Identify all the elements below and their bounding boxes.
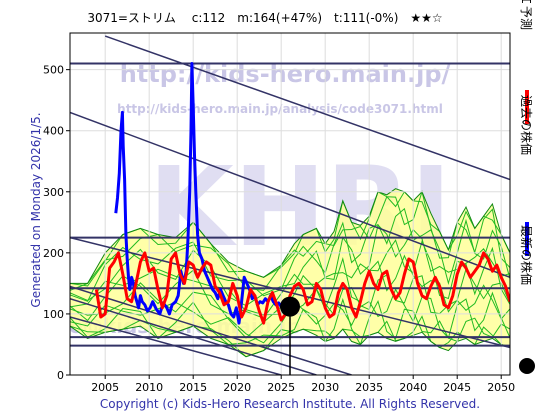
- band-lower-edge: [70, 325, 510, 358]
- legend: ＡＩ予測 過去の株価 最新の株価: [519, 0, 535, 374]
- x-tick-label: 2030: [311, 381, 339, 394]
- watermark-url: http://kids-hero.main.jp/: [120, 60, 451, 88]
- y-tick-label: 300: [43, 186, 64, 199]
- trend-line: [70, 316, 282, 375]
- latest-marker: [280, 296, 300, 375]
- price-series: [94, 62, 510, 325]
- trend-line: [70, 297, 317, 375]
- legend-latest-label: 最新の株価: [519, 225, 534, 285]
- ai-prediction-line: [94, 251, 510, 325]
- y-tick-label: 500: [43, 64, 64, 77]
- trend-line: [70, 285, 352, 375]
- y-tick-label: 0: [57, 369, 64, 382]
- x-tick-label: 2015: [179, 381, 207, 394]
- band-fill: [70, 188, 510, 357]
- copyright: Copyright (c) Kids-Hero Research Institu…: [100, 397, 480, 411]
- band-line: [70, 288, 510, 344]
- x-tick-label: 2035: [355, 381, 383, 394]
- band-line: [70, 207, 510, 302]
- band-line: [70, 239, 510, 319]
- generated-date: Generated on Monday 2026/1/5.: [29, 112, 43, 307]
- latest-point: [280, 296, 300, 317]
- watermark-analysis-url: http://kids-hero.main.jp/analysis/code30…: [117, 102, 443, 116]
- legend-ai-label: ＡＩ予測: [519, 0, 533, 30]
- y-tick-label: 100: [43, 308, 64, 321]
- axes: 2005 2010 2015 2020 2025 2030 2035 2040 2045 2050…: [43, 64, 515, 394]
- x-tick-label: 2045: [443, 381, 471, 394]
- x-tick-label: 2005: [91, 381, 119, 394]
- trend-line: [104, 35, 510, 181]
- legend-latest-swatch: [519, 358, 535, 374]
- chart-title: 3071=ストリム c:112 m:164(+47%) t:111(-0%) ★…: [87, 11, 442, 25]
- x-tick-label: 2025: [267, 381, 295, 394]
- x-tick-label: 2040: [399, 381, 427, 394]
- x-tick-label: 2010: [135, 381, 163, 394]
- x-tick-label: 2050: [487, 381, 515, 394]
- band-upper-edge: [70, 188, 510, 284]
- trend-line: [70, 111, 510, 278]
- plot-frame: [69, 32, 511, 376]
- x-tick-label: 2020: [223, 381, 251, 394]
- legend-past-label: 過去の株価: [519, 95, 534, 155]
- y-tick-label: 200: [43, 247, 64, 260]
- y-tick-label: 400: [43, 125, 64, 138]
